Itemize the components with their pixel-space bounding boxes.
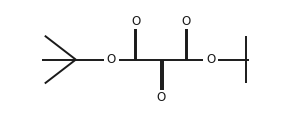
Text: O: O: [181, 15, 191, 28]
Text: O: O: [206, 53, 215, 66]
Text: O: O: [107, 53, 116, 66]
Text: O: O: [131, 15, 141, 28]
Text: O: O: [156, 91, 166, 104]
